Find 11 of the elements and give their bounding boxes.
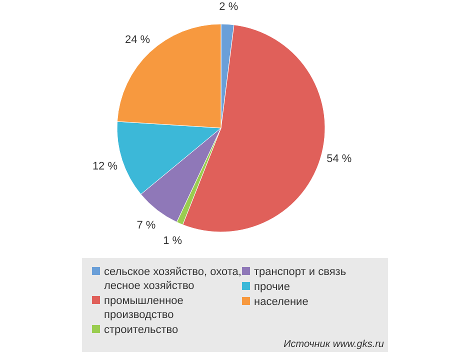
legend-label: транспорт и связь — [254, 266, 346, 278]
legend-label: прочие — [254, 281, 290, 293]
data-label: 1 % — [163, 234, 182, 247]
data-label: 24 % — [124, 34, 150, 46]
data-label: 54 % — [326, 153, 352, 166]
data-label: 2 % — [219, 1, 238, 14]
data-label: 7 % — [136, 219, 156, 232]
text: Источник www.gks.ru — [284, 339, 384, 350]
legend-label: строительство — [104, 324, 178, 336]
legend-label: население — [254, 296, 308, 308]
data-label: 12 % — [92, 160, 118, 173]
